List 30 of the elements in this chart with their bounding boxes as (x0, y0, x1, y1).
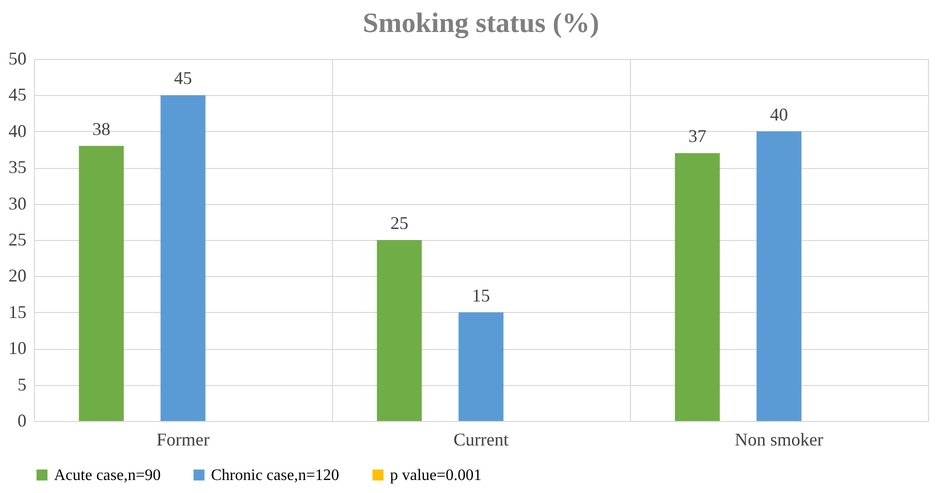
data-label: 15 (472, 285, 490, 306)
legend-label: p value=0.001 (390, 467, 482, 484)
x-tick-label: Non smoker (734, 430, 824, 450)
bar (376, 240, 422, 421)
y-tick-label: 5 (18, 374, 26, 394)
legend-label: Chronic case,n=120 (211, 467, 340, 484)
x-tick-label: Former (156, 430, 210, 450)
y-tick-label: 40 (8, 120, 26, 141)
y-tick-label: 25 (8, 230, 26, 250)
y-tick-label: 30 (8, 193, 26, 214)
data-label: 38 (92, 118, 110, 139)
y-tick-label: 0 (18, 410, 26, 430)
bar (756, 131, 802, 421)
data-label: 45 (174, 68, 192, 88)
legend-label: Acute case,n=90 (54, 467, 161, 484)
y-tick-label: 50 (8, 48, 26, 68)
data-label: 40 (770, 104, 788, 124)
data-label: 25 (390, 213, 408, 233)
data-label: 37 (688, 126, 706, 146)
x-tick-label: Current (454, 430, 508, 450)
y-tick-label: 45 (8, 84, 26, 105)
bar (458, 312, 504, 421)
y-tick-label: 15 (8, 302, 26, 322)
bar (160, 95, 206, 421)
bar (78, 146, 124, 421)
chart-title: Smoking status (%) (362, 8, 600, 39)
y-tick-label: 20 (8, 266, 26, 286)
bar (674, 153, 720, 421)
y-tick-label: 35 (8, 157, 26, 178)
y-tick-label: 10 (8, 338, 26, 358)
